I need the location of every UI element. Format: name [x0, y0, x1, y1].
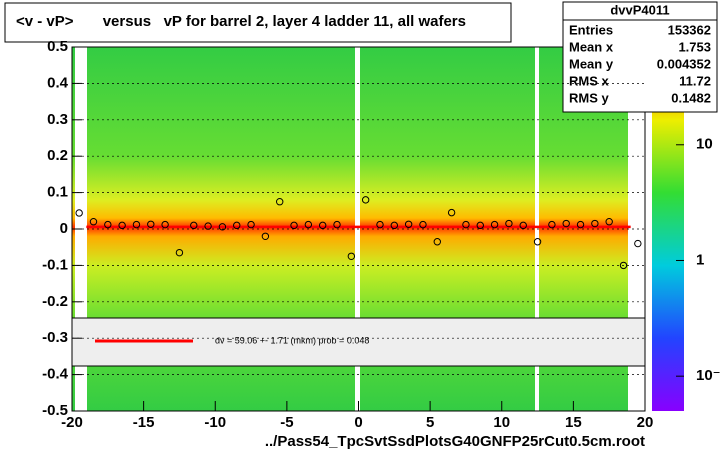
profile-point: [376, 220, 384, 229]
profile-point: [175, 248, 184, 257]
stat-value: 0.004352: [657, 56, 711, 71]
y-tick-label: 0.1: [47, 184, 68, 201]
profile-point: [75, 209, 83, 217]
profile-point: [161, 220, 169, 229]
y-tick-label: 0: [60, 220, 68, 237]
x-tick-label: -15: [133, 414, 155, 431]
z-tick-label: 10: [696, 136, 713, 153]
title-box: [4, 2, 512, 43]
profile-point: [548, 220, 556, 229]
profile-point: [591, 219, 599, 228]
profile-point: [490, 220, 499, 229]
stat-label: RMS y: [569, 90, 610, 105]
profile-point: [390, 221, 399, 230]
profile-point: [605, 218, 613, 226]
profile-point: [404, 220, 413, 228]
profile-point: [505, 219, 513, 228]
legend-text: dv = 59.06 +- 1.71 (mkm) prob = 0.048: [215, 335, 369, 345]
x-axis-label: ../Pass54_TpcSvtSsdPlotsG40GNFP25rCut0.5…: [265, 433, 645, 450]
profile-point: [132, 220, 141, 229]
y-tick-label: 0.5: [47, 38, 68, 55]
x-tick-label: -10: [204, 414, 226, 431]
profile-point: [533, 238, 542, 246]
stat-label: Mean x: [569, 39, 614, 54]
profile-point: [619, 261, 628, 270]
y-tick-label: -0.3: [42, 329, 68, 346]
x-tick-label: 0: [354, 414, 362, 431]
stat-value: 0.1482: [671, 90, 711, 105]
z-tick-label: 10⁻¹: [696, 367, 721, 384]
profile-point: [433, 238, 441, 246]
profile-point: [89, 218, 98, 226]
profile-point: [347, 252, 356, 260]
profile-point: [576, 220, 585, 229]
stats-title: dvvP4011: [610, 2, 669, 17]
y-tick-label: 0.2: [47, 147, 68, 164]
profile-point: [634, 239, 642, 248]
stat-label: Mean y: [569, 56, 614, 71]
profile-point: [147, 220, 155, 228]
x-tick-label: 20: [637, 414, 654, 431]
stat-label: RMS x: [569, 73, 610, 88]
y-tick-label: 0.4: [47, 74, 69, 91]
y-tick-label: -0.4: [42, 366, 69, 383]
profile-point: [276, 198, 284, 206]
profile-point: [247, 220, 255, 229]
x-tick-label: 10: [493, 414, 510, 431]
chart-title: <v - vP> versus vP for barrel 2, layer 4…: [16, 13, 466, 30]
profile-point: [104, 220, 112, 229]
x-tick-label: -5: [280, 414, 293, 431]
stat-value: 1.753: [678, 39, 711, 54]
profile-point: [204, 222, 212, 230]
profile-point: [447, 208, 456, 217]
profile-point: [419, 220, 427, 229]
profile-point: [476, 221, 484, 230]
profile-point: [333, 220, 341, 229]
profile-point: [462, 220, 470, 229]
y-tick-label: -0.2: [42, 293, 68, 310]
profile-point: [361, 196, 370, 204]
y-tick-label: -0.5: [42, 402, 68, 419]
y-tick-label: 0.3: [47, 111, 68, 128]
stat-value: 11.72: [679, 73, 711, 88]
profile-point: [519, 221, 527, 230]
profile-point: [562, 219, 570, 228]
z-tick-label: 1: [696, 251, 704, 268]
stat-value: 153362: [668, 22, 711, 37]
stat-label: Entries: [569, 22, 613, 37]
profile-point: [304, 220, 313, 229]
x-tick-label: -20: [61, 414, 83, 431]
profile-point: [218, 223, 227, 231]
x-tick-label: 5: [426, 414, 434, 431]
profile-point: [190, 221, 198, 230]
profile-point: [233, 221, 241, 230]
profile-point: [318, 221, 327, 230]
y-tick-label: -0.1: [42, 256, 68, 273]
profile-point: [118, 221, 126, 230]
x-tick-label: 15: [565, 414, 582, 431]
profile-point: [261, 232, 270, 240]
profile-point: [290, 221, 298, 230]
